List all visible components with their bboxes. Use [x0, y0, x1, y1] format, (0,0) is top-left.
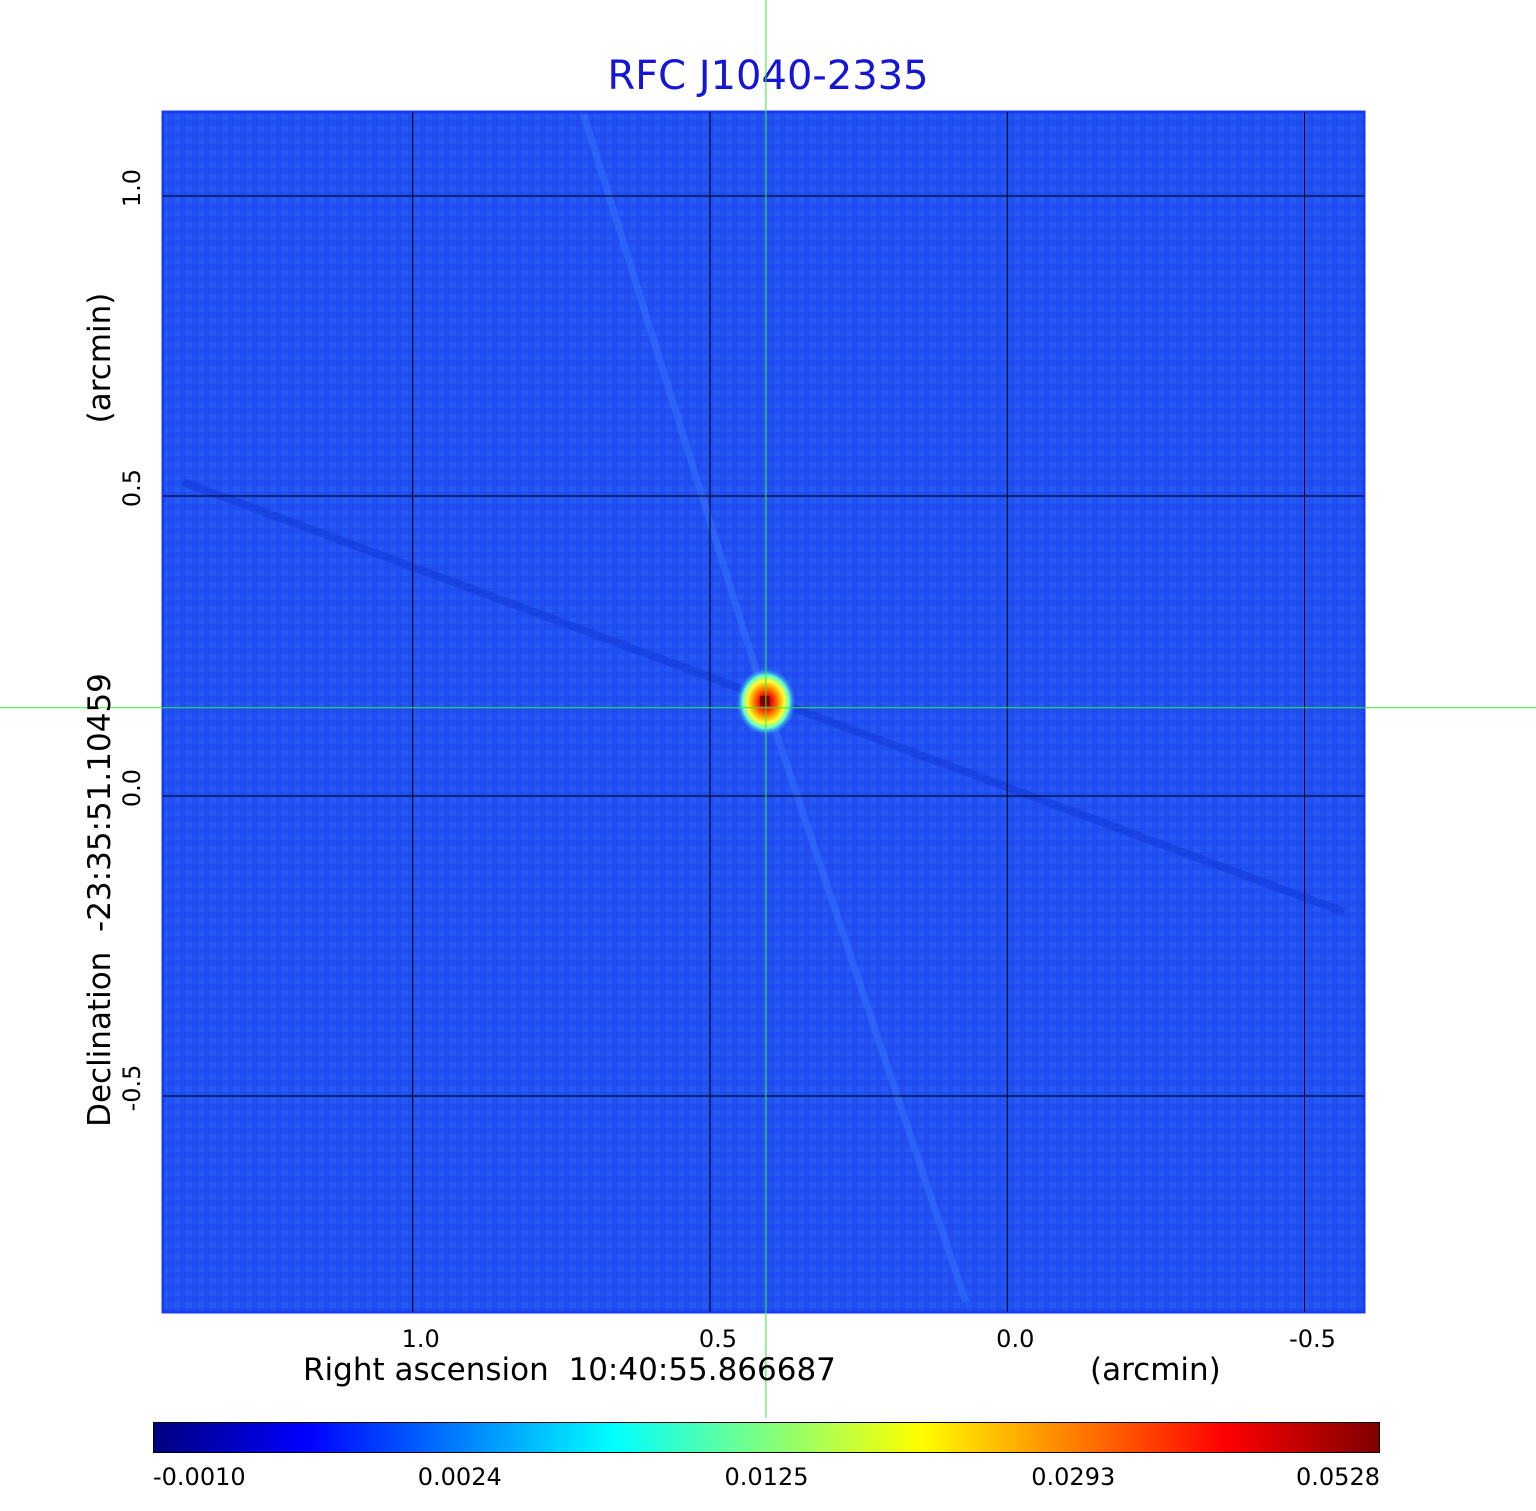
colorbar-tick-label: 0.0125: [724, 1463, 809, 1491]
x-axis-unit: (arcmin): [1090, 1352, 1221, 1388]
y-tick-label: 1.0: [118, 168, 146, 208]
crosshair: [0, 0, 1536, 1418]
x-tick-label: 0.5: [698, 1325, 738, 1353]
y-axis-unit: (arcmin): [82, 292, 118, 424]
x-tick-label: 0.0: [996, 1325, 1035, 1353]
chart-title: RFC J1040-2335: [607, 53, 929, 99]
x-tick-label: -0.5: [1289, 1325, 1336, 1353]
x-tick-label: 1.0: [401, 1325, 440, 1353]
y-tick-label: -0.5: [118, 1064, 146, 1112]
artefact-streak: [579, 110, 770, 703]
x-axis-label: Right ascension 10:40:55.866687: [303, 1352, 836, 1388]
colorbar-tick-label: 0.0293: [1031, 1463, 1116, 1491]
source-peak: [759, 695, 770, 706]
artefact-streak: [762, 700, 970, 1304]
intensity-map: [161, 110, 1366, 1314]
colorbar-tick-label: -0.0010: [153, 1463, 246, 1491]
colorbar: [153, 1422, 1380, 1453]
colorbar-tick-label: 0.0528: [1296, 1463, 1380, 1491]
y-tick-label: 0.5: [118, 468, 146, 508]
colorbar-tick-label: 0.0024: [417, 1463, 502, 1491]
y-tick-label: 0.0: [118, 768, 146, 808]
y-axis-label: Declination -23:35:51.10459: [82, 673, 118, 1127]
plot-frame: [161, 110, 1366, 1314]
coordinate-grid: [163, 112, 1364, 1312]
